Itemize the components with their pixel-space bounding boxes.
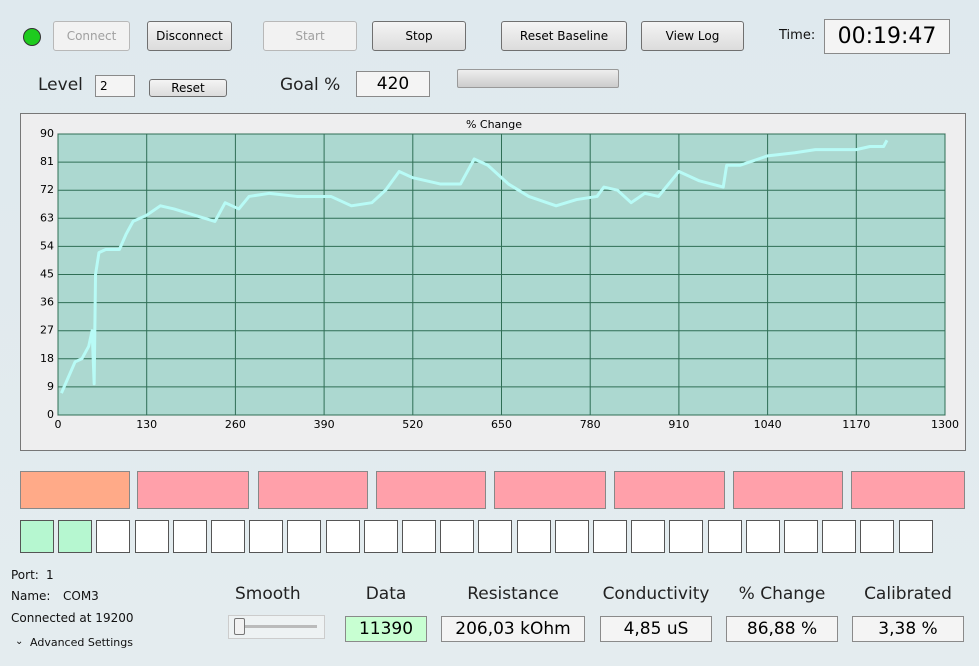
indicator-cell	[631, 520, 666, 553]
readout-label: % Change	[738, 584, 826, 604]
y-tick-label: 81	[40, 155, 54, 168]
button[interactable]: Disconnect	[147, 21, 232, 51]
indicator-block	[614, 471, 725, 509]
indicator-cell	[172, 520, 207, 553]
indicator-block	[137, 471, 249, 509]
button[interactable]: Stop	[372, 21, 466, 51]
indicator-block	[258, 471, 368, 509]
button[interactable]: Reset Baseline	[501, 21, 627, 51]
x-tick-label: 650	[491, 418, 512, 431]
indicator-cell	[516, 520, 551, 553]
connection-status: Connected at 19200	[11, 611, 134, 625]
indicator-cell	[784, 520, 818, 553]
indicator-cell	[58, 520, 93, 553]
indicator-cell	[440, 520, 475, 553]
indicator-cell	[478, 520, 513, 553]
indicator-cell	[822, 520, 857, 553]
indicator-cell	[860, 520, 895, 553]
advanced-icon[interactable]: ⌄	[15, 636, 24, 647]
indicator-cell	[134, 520, 169, 553]
indicator-cell	[669, 520, 704, 553]
goal-display: 420	[356, 71, 430, 97]
y-tick-label: 18	[40, 352, 54, 365]
advanced-settings[interactable]: Advanced Settings	[30, 636, 133, 649]
y-tick-label: 9	[47, 380, 54, 393]
readout-label: Resistance	[467, 584, 559, 604]
name-value: COM3	[63, 589, 99, 603]
readout-label: Conductivity	[602, 584, 710, 604]
button[interactable]: View Log	[641, 21, 744, 51]
name-label: Name:	[11, 589, 51, 603]
indicator-cell	[20, 520, 54, 553]
indicator-cell	[211, 520, 245, 553]
indicator-cell	[287, 520, 322, 553]
status-led	[23, 28, 41, 46]
readout-value: 206,03 kOhm	[441, 616, 585, 642]
button[interactable]: Start	[263, 21, 357, 51]
y-tick-label: 36	[40, 296, 54, 309]
indicator-cell	[96, 520, 131, 553]
readout-value: 3,38 %	[852, 616, 964, 642]
readout-label: Calibrated	[864, 584, 952, 604]
goal-label: Goal %	[280, 75, 341, 95]
button[interactable]: Reset	[149, 79, 227, 97]
button[interactable]: Connect	[53, 21, 130, 51]
indicator-block	[376, 471, 486, 509]
x-tick-label: 520	[402, 418, 423, 431]
x-tick-label: 910	[668, 418, 689, 431]
readout-value: 86,88 %	[726, 616, 838, 642]
indicator-block	[494, 471, 606, 509]
indicator-cell	[593, 520, 627, 553]
data-line	[60, 139, 889, 394]
indicator-cell	[898, 520, 933, 553]
indicator-block	[851, 471, 965, 509]
progress-bar	[457, 69, 619, 88]
readout-value: 11390	[345, 616, 427, 642]
chart-title: % Change	[466, 118, 522, 131]
indicator-cell	[745, 520, 780, 553]
indicator-cell	[249, 520, 284, 553]
chart: % Change 0 9 18 27 36 45 54 63 72 81 90 0 130 260 390 5…	[20, 113, 966, 451]
indicator-cell	[325, 520, 360, 553]
x-tick-label: 260	[225, 418, 246, 431]
x-tick-label: 390	[314, 418, 335, 431]
y-tick-label: 63	[40, 211, 54, 224]
level-input[interactable]: 2	[95, 75, 135, 97]
x-tick-label: 0	[55, 418, 62, 431]
indicator-cell	[363, 520, 398, 553]
y-tick-label: 54	[40, 239, 54, 252]
x-tick-label: 130	[136, 418, 157, 431]
indicator-cell	[402, 520, 436, 553]
x-tick-label: 780	[580, 418, 601, 431]
readout-value: 4,85 uS	[600, 616, 712, 642]
y-tick-label: 0	[47, 408, 54, 421]
y-tick-label: 90	[40, 127, 54, 140]
port-label: Port:	[11, 568, 39, 582]
smooth-slider[interactable]	[228, 615, 325, 639]
x-tick-label: 1040	[754, 418, 782, 431]
level-label: Level	[38, 75, 83, 95]
y-tick-label: 45	[40, 268, 54, 281]
indicator-block	[733, 471, 843, 509]
indicator-block	[20, 471, 130, 509]
smooth-label: Smooth	[235, 584, 301, 604]
y-tick-label: 27	[40, 324, 54, 337]
time-label: Time:	[779, 28, 816, 43]
readout-label: Data	[365, 584, 407, 604]
x-tick-label: 1300	[931, 418, 959, 431]
x-tick-label: 1170	[842, 418, 870, 431]
indicator-cell	[554, 520, 589, 553]
indicator-cell	[707, 520, 742, 553]
port-value: 1	[46, 568, 54, 582]
time-display: 00:19:47	[824, 19, 950, 54]
y-tick-label: 72	[40, 183, 54, 196]
